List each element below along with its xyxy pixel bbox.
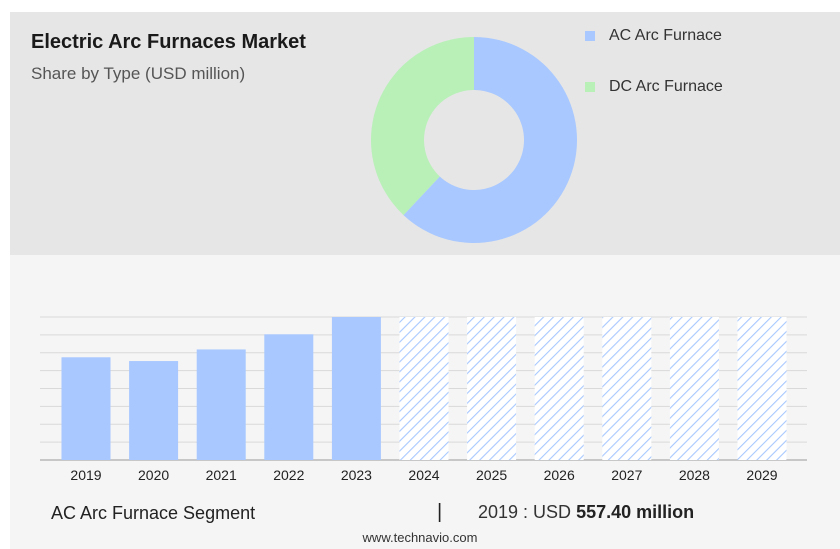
legend-item-ac: AC Arc Furnace [585, 26, 722, 46]
segment-label: AC Arc Furnace Segment [51, 503, 256, 523]
legend-swatch-dc [585, 82, 595, 92]
x-tick-label: 2019 [70, 467, 101, 483]
x-tick-label: 2022 [273, 467, 304, 483]
segment-year-label: 2019 : USD [478, 502, 572, 522]
chart-subtitle: Share by Type (USD million) [31, 64, 246, 83]
x-tick-label: 2026 [544, 467, 575, 483]
legend-item-dc: DC Arc Furnace [585, 77, 723, 97]
source-link[interactable]: www.technavio.com [362, 530, 478, 545]
legend-label-ac: AC Arc Furnace [609, 27, 722, 44]
donut-slice-dc-arc-furnace [371, 37, 474, 216]
legend-label-dc: DC Arc Furnace [609, 78, 723, 95]
forecast-bar-2024 [399, 317, 449, 460]
x-tick-label: 2024 [408, 467, 439, 483]
forecast-bar-2025 [467, 317, 517, 460]
forecast-bar-2027 [602, 317, 652, 460]
x-tick-label: 2029 [746, 467, 777, 483]
bar-2022 [264, 334, 314, 460]
bar-2019 [61, 357, 111, 460]
bar-chart: 2019 2020 2021 2022 2023 2024 2025 2026 2027 2028… [40, 316, 807, 483]
legend-swatch-ac [585, 31, 595, 41]
forecast-bar-2026 [534, 317, 584, 460]
x-tick-label: 2020 [138, 467, 169, 483]
footer-separator: | [437, 501, 443, 523]
segment-value-amount: 557.40 million [576, 502, 695, 522]
x-tick-label: 2028 [679, 467, 710, 483]
donut-chart [371, 37, 577, 243]
x-tick-label: 2027 [611, 467, 642, 483]
x-tick-label: 2025 [476, 467, 507, 483]
forecast-bar-2028 [669, 317, 719, 460]
forecast-bar-2029 [737, 317, 787, 460]
donut-slice-ac-arc-furnace [403, 37, 577, 243]
bar-2021 [196, 349, 246, 460]
bar-2023 [331, 317, 381, 460]
segment-value: 2019 : USD 557.40 million [478, 502, 694, 523]
chart-title: Electric Arc Furnaces Market [31, 31, 306, 53]
x-tick-label: 2023 [341, 467, 372, 483]
x-tick-label: 2021 [206, 467, 237, 483]
bar-2020 [129, 361, 179, 460]
